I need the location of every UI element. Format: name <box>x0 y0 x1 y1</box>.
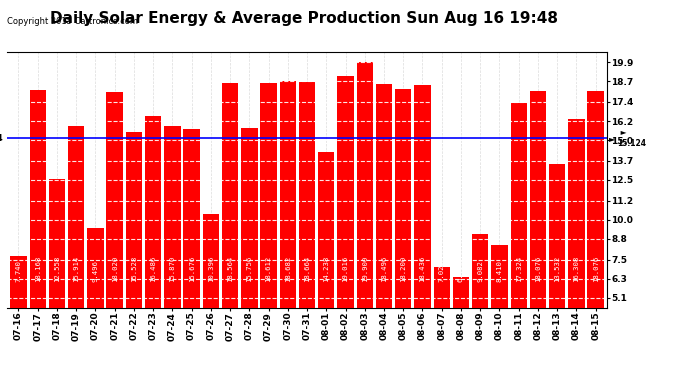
Text: 19.016: 19.016 <box>342 256 348 282</box>
Bar <box>184 129 200 375</box>
Bar <box>453 277 469 375</box>
Text: 17.324: 17.324 <box>515 256 522 282</box>
Text: 6.404: 6.404 <box>458 260 464 282</box>
Bar <box>376 84 392 375</box>
Text: 14.238: 14.238 <box>324 256 329 282</box>
Text: ►: ► <box>609 134 615 142</box>
Bar <box>126 132 142 375</box>
Text: 18.020: 18.020 <box>112 256 118 282</box>
Bar <box>30 90 46 375</box>
Bar <box>491 245 508 375</box>
Text: 15.756: 15.756 <box>246 256 253 282</box>
Text: 18.200: 18.200 <box>400 256 406 282</box>
Text: 18.436: 18.436 <box>420 256 426 282</box>
Bar <box>472 234 489 375</box>
Text: 12.558: 12.558 <box>54 256 60 282</box>
Text: Daily Solar Energy & Average Production Sun Aug 16 19:48: Daily Solar Energy & Average Production … <box>50 11 558 26</box>
Bar <box>241 128 257 375</box>
Text: 8.410: 8.410 <box>496 260 502 282</box>
Bar <box>433 267 450 375</box>
Text: 16.308: 16.308 <box>573 256 580 282</box>
Bar <box>87 228 104 375</box>
Text: 18.664: 18.664 <box>304 256 310 282</box>
Bar <box>530 91 546 375</box>
Text: 18.168: 18.168 <box>34 256 41 282</box>
Text: 18.612: 18.612 <box>266 256 272 282</box>
Text: ◄ 15.124: ◄ 15.124 <box>0 134 3 142</box>
Bar <box>145 117 161 375</box>
Bar <box>279 81 296 375</box>
Bar <box>222 83 238 375</box>
Bar <box>569 119 584 375</box>
Bar <box>106 92 123 375</box>
Bar <box>511 103 527 375</box>
Text: 9.082: 9.082 <box>477 260 483 282</box>
Bar <box>10 256 27 375</box>
Bar <box>357 62 373 375</box>
Text: 15.528: 15.528 <box>131 256 137 282</box>
Bar <box>260 82 277 375</box>
Bar <box>587 91 604 375</box>
Bar <box>549 164 565 375</box>
Text: 18.076: 18.076 <box>535 256 541 282</box>
Text: 18.682: 18.682 <box>285 256 290 282</box>
Text: 15.676: 15.676 <box>188 256 195 282</box>
Text: 15.870: 15.870 <box>169 256 175 282</box>
Text: ►
15.124: ► 15.124 <box>618 129 647 148</box>
Text: 7.020: 7.020 <box>439 260 445 282</box>
Text: 10.396: 10.396 <box>208 256 214 282</box>
Bar <box>299 82 315 375</box>
Text: Copyright 2015 Cartronics.com: Copyright 2015 Cartronics.com <box>7 17 138 26</box>
Bar <box>68 126 84 375</box>
Text: 18.076: 18.076 <box>593 256 599 282</box>
Text: 13.532: 13.532 <box>554 256 560 282</box>
Bar <box>395 89 411 375</box>
Bar <box>337 76 354 375</box>
Bar <box>318 152 335 375</box>
Text: 9.496: 9.496 <box>92 260 99 282</box>
Bar <box>49 179 65 375</box>
Text: 18.564: 18.564 <box>227 256 233 282</box>
Text: 16.486: 16.486 <box>150 256 156 282</box>
Text: 19.900: 19.900 <box>362 256 368 282</box>
Text: 15.914: 15.914 <box>73 256 79 282</box>
Bar <box>164 126 181 375</box>
Bar <box>203 213 219 375</box>
Text: 7.740: 7.740 <box>15 260 21 282</box>
Text: 18.496: 18.496 <box>381 256 387 282</box>
Bar <box>414 86 431 375</box>
